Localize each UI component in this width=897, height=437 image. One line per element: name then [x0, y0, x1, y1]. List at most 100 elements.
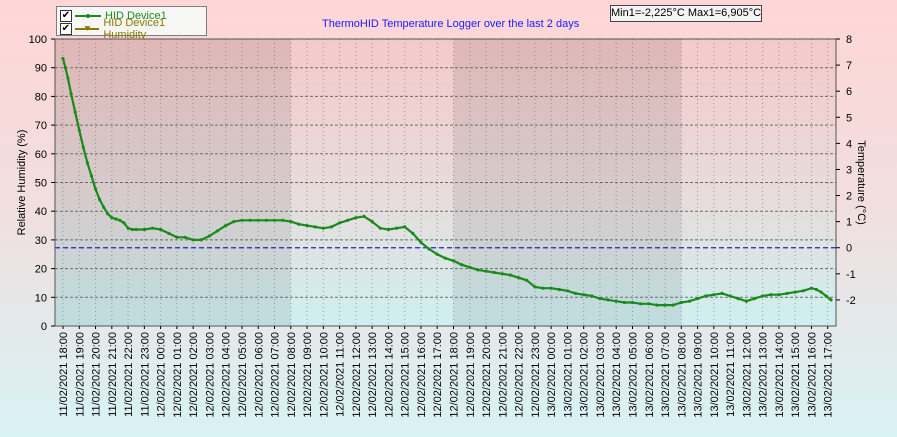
data-point-hid-device1 — [199, 238, 203, 242]
data-point-hid-device1 — [122, 221, 126, 225]
data-point-hid-device1 — [98, 197, 102, 202]
data-point-hid-device1 — [313, 225, 317, 229]
y-left-tick-label: 70 — [35, 120, 47, 132]
y-right-tick-label: -2 — [846, 295, 856, 307]
data-point-hid-device1 — [785, 291, 789, 295]
data-point-hid-device1 — [639, 302, 643, 306]
data-point-hid-device1 — [248, 218, 252, 222]
x-tick-label: 13/02/2021 03:00 — [595, 332, 607, 418]
y-left-tick-label: 0 — [41, 321, 47, 333]
x-tick-label: 12/02/2021 06:00 — [253, 332, 265, 418]
x-tick-label: 13/02/2021 04:00 — [611, 332, 623, 418]
data-point-hid-device1 — [582, 293, 586, 297]
data-point-hid-device1 — [696, 297, 700, 301]
legend-checkbox-hid-device1[interactable]: ✔ — [60, 9, 72, 22]
data-point-hid-device1 — [89, 174, 94, 178]
data-point-hid-device1 — [150, 226, 155, 230]
x-tick-label: 12/02/2021 07:00 — [270, 332, 282, 418]
y-left-tick-label: 60 — [35, 149, 47, 161]
data-point-hid-device1 — [386, 227, 390, 232]
y-left-tick-label: 100 — [29, 34, 47, 46]
data-point-hid-device1 — [606, 298, 610, 302]
y-left-tick-label: 90 — [35, 63, 47, 75]
x-tick-label: 11/02/2021 23:00 — [139, 332, 151, 417]
data-point-hid-device1 — [419, 240, 423, 245]
data-point-hid-device1 — [622, 300, 626, 305]
data-point-hid-device1 — [484, 269, 488, 273]
x-tick-label: 13/02/2021 08:00 — [676, 332, 688, 418]
data-point-hid-device1 — [102, 205, 106, 209]
x-tick-label: 12/02/2021 16:00 — [416, 332, 428, 418]
legend-checkbox-hid-device1-humidity[interactable]: ✔ — [60, 22, 72, 35]
data-point-hid-device1 — [752, 297, 757, 301]
data-point-hid-device1 — [630, 300, 635, 305]
y-left-tick-label: 20 — [35, 264, 47, 276]
x-tick-label: 12/02/2021 20:00 — [481, 332, 493, 418]
x-tick-label: 13/02/2021 05:00 — [627, 332, 639, 418]
data-point-hid-device1 — [793, 290, 797, 294]
data-point-hid-device1 — [321, 226, 325, 230]
x-tick-label: 13/02/2021 00:00 — [546, 332, 558, 418]
data-point-hid-device1 — [712, 293, 716, 297]
data-point-hid-device1 — [451, 259, 456, 263]
data-point-hid-device1 — [167, 231, 171, 235]
data-point-hid-device1 — [240, 218, 244, 222]
data-point-hid-device1 — [819, 290, 823, 294]
data-point-hid-device1 — [769, 293, 773, 297]
x-tick-label: 12/02/2021 19:00 — [465, 332, 477, 418]
data-point-hid-device1 — [460, 263, 464, 267]
data-point-hid-device1 — [106, 212, 110, 216]
y-right-tick-label: 8 — [846, 34, 852, 46]
chart-title: ThermoHID Temperature Logger over the la… — [322, 18, 580, 30]
x-tick-label: 13/02/2021 14:00 — [774, 332, 786, 418]
legend-label-hid-device1: HID Device1 — [105, 9, 167, 22]
data-point-hid-device1 — [533, 285, 537, 289]
x-tick-label: 12/02/2021 21:00 — [497, 332, 509, 418]
legend-item-hid-device1-humidity[interactable]: ✔ HID Device1 Humidity — [60, 17, 206, 41]
data-point-hid-device1 — [66, 76, 70, 80]
y-left-tick-label: 80 — [35, 91, 47, 103]
data-point-hid-device1 — [378, 226, 382, 230]
data-point-hid-device1 — [541, 286, 545, 290]
data-point-hid-device1 — [183, 235, 187, 239]
x-tick-label: 13/02/2021 02:00 — [579, 332, 591, 418]
legend-label-hid-device1-humidity: HID Device1 Humidity — [103, 16, 166, 41]
y-right-tick-label: 4 — [846, 138, 852, 150]
data-point-hid-device1 — [647, 302, 651, 306]
legend-item-hid-device1[interactable]: ✔ HID Device1 — [60, 9, 167, 22]
data-point-hid-device1 — [346, 218, 350, 222]
y-right-tick-label: -1 — [846, 269, 856, 281]
y-right-tick-label: 5 — [846, 112, 852, 124]
data-point-hid-device1 — [114, 217, 118, 221]
x-tick-label: 13/02/2021 01:00 — [562, 332, 574, 418]
x-tick-label: 12/02/2021 01:00 — [172, 332, 184, 418]
data-point-hid-device1 — [191, 238, 195, 242]
data-point-hid-device1 — [492, 270, 496, 275]
y-right-tick-label: 2 — [846, 191, 852, 203]
x-tick-label: 13/02/2021 06:00 — [644, 332, 656, 418]
data-point-hid-device1 — [824, 294, 828, 298]
data-point-hid-device1 — [476, 268, 480, 272]
data-point-hid-device1 — [256, 218, 260, 222]
data-point-hid-device1 — [175, 235, 179, 239]
data-point-hid-device1 — [403, 225, 407, 229]
x-tick-label: 13/02/2021 15:00 — [790, 332, 802, 418]
data-point-hid-device1 — [704, 294, 708, 298]
data-point-hid-device1 — [73, 110, 77, 114]
data-point-hid-device1 — [549, 286, 553, 290]
data-point-hid-device1 — [264, 218, 268, 222]
data-point-hid-device1 — [829, 298, 833, 302]
x-tick-label: 12/02/2021 08:00 — [286, 332, 298, 418]
x-tick-label: 13/02/2021 09:00 — [693, 332, 705, 418]
data-point-hid-device1 — [468, 265, 472, 269]
legend-swatch-hid-device1-humidity — [74, 25, 100, 31]
data-point-hid-device1 — [671, 303, 675, 307]
y-left-tick-label: 50 — [35, 178, 47, 190]
x-tick-label: 12/02/2021 23:00 — [530, 332, 542, 418]
data-point-hid-device1 — [801, 289, 805, 293]
x-tick-label: 11/02/2021 22:00 — [123, 332, 135, 417]
x-tick-label: 13/02/2021 11:00 — [725, 332, 737, 417]
x-tick-label: 13/02/2021 10:00 — [709, 332, 721, 418]
y-left-tick-label: 30 — [35, 235, 47, 247]
data-point-hid-device1 — [761, 294, 765, 298]
